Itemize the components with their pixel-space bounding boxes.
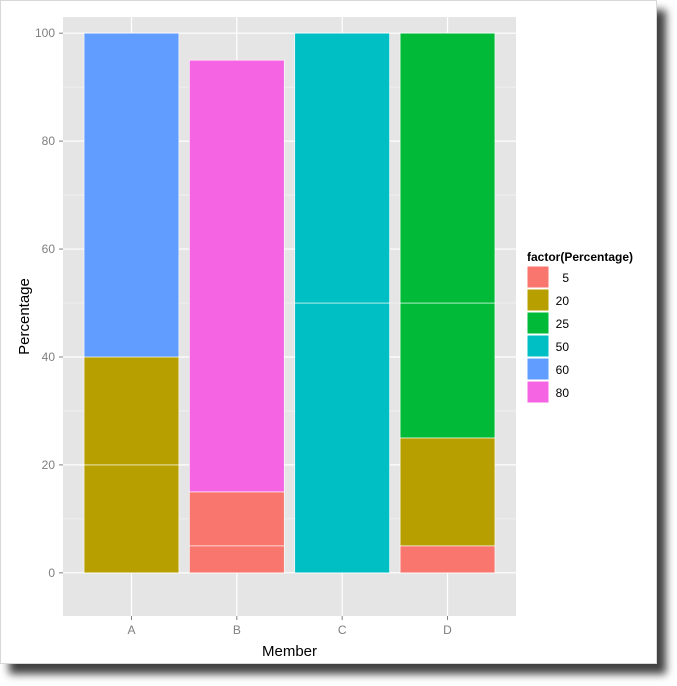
legend-key: [526, 265, 550, 289]
legend-label: 5: [562, 271, 569, 285]
x-tick-label: B: [233, 623, 241, 637]
bar-segment: [83, 464, 180, 574]
legend-key: [526, 288, 550, 312]
x-tick-label: C: [338, 623, 347, 637]
y-tick-label: 100: [35, 26, 55, 40]
legend-key: [526, 311, 550, 335]
bars: [83, 32, 496, 574]
x-axis-title: Member: [262, 643, 317, 660]
y-tick-label: 60: [42, 242, 56, 256]
legend-key: [526, 380, 550, 404]
legend-label: 80: [556, 386, 570, 400]
y-axis: 0 20 40 60 80 100: [35, 26, 63, 580]
legend-key: [526, 357, 550, 381]
y-tick-label: 80: [42, 134, 56, 148]
x-tick-label: A: [127, 623, 135, 637]
x-axis: A B C D: [127, 616, 452, 637]
legend-title: factor(Percentage): [527, 250, 633, 264]
y-tick-label: 40: [42, 350, 56, 364]
y-tick-label: 20: [42, 458, 56, 472]
bar-segment: [399, 302, 496, 439]
y-axis-title: Percentage: [16, 278, 33, 355]
legend-label: 50: [556, 340, 570, 354]
bar-segment: [399, 32, 496, 304]
bar-segment: [189, 491, 285, 547]
bar-segment: [83, 356, 180, 466]
chart: 0 20 40 60 80 100 A B C D Member Percentage fact…: [16, 17, 633, 660]
x-tick-label: D: [443, 623, 452, 637]
bar-segment: [83, 32, 180, 358]
bar-segment: [399, 437, 496, 547]
legend-label: 20: [556, 294, 570, 308]
legend-label: 60: [556, 363, 570, 377]
bar-segment: [189, 59, 285, 493]
y-tick-label: 0: [48, 566, 55, 580]
legend-key: [526, 334, 550, 358]
legend-label: 25: [556, 317, 570, 331]
bar-segment: [294, 32, 390, 304]
bar-segment: [294, 302, 390, 574]
bar-segment: [399, 545, 496, 574]
legend: factor(Percentage) 5 20 25 50 60 80: [526, 250, 633, 404]
plot-frame: 0 20 40 60 80 100 A B C D Member Percentage fact…: [0, 0, 657, 664]
bar-segment: [189, 545, 285, 574]
